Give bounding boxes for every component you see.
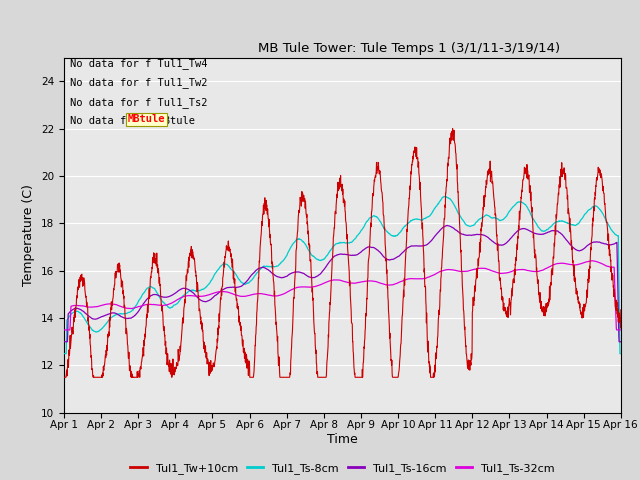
Text: MBtule: MBtule: [128, 114, 166, 124]
Title: MB Tule Tower: Tule Temps 1 (3/1/11-3/19/14): MB Tule Tower: Tule Temps 1 (3/1/11-3/19…: [258, 42, 560, 55]
X-axis label: Time: Time: [327, 433, 358, 446]
Text: No data for f Tul1_Ts2: No data for f Tul1_Ts2: [70, 96, 207, 108]
Text: No data for f MBtule: No data for f MBtule: [70, 116, 195, 126]
Text: No data for f Tul1_Tw4: No data for f Tul1_Tw4: [70, 58, 207, 69]
Text: No data for f Tul1_Tw2: No data for f Tul1_Tw2: [70, 77, 207, 88]
Y-axis label: Temperature (C): Temperature (C): [22, 184, 35, 286]
Legend: Tul1_Tw+10cm, Tul1_Ts-8cm, Tul1_Ts-16cm, Tul1_Ts-32cm: Tul1_Tw+10cm, Tul1_Ts-8cm, Tul1_Ts-16cm,…: [125, 458, 559, 478]
